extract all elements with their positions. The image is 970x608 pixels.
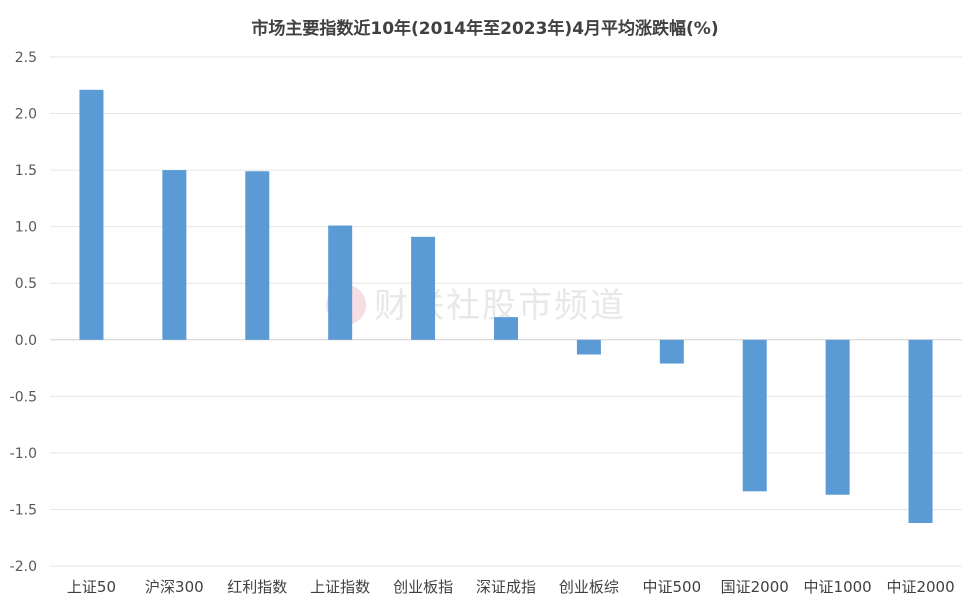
x-tick-label: 深证成指 (476, 578, 536, 596)
x-tick-label: 上证50 (67, 578, 116, 596)
bar (908, 339, 933, 524)
y-tick-label: -1.5 (10, 502, 37, 518)
y-tick-label: 1.0 (15, 220, 37, 236)
x-axis: 上证50 沪深300 红利指数 上证指数 创业板指 深证成指 创业板综 中证500 国证2000… (67, 578, 955, 596)
chart-title: 市场主要指数近10年(2014年至2023年)4月平均涨跌幅(%) (251, 19, 719, 39)
bar (494, 317, 518, 340)
x-tick-label: 上证指数 (310, 578, 370, 596)
bar (328, 225, 353, 340)
y-tick-label: 0.5 (15, 276, 37, 292)
bars (79, 89, 933, 524)
gridlines (50, 56, 962, 567)
bar (742, 339, 767, 492)
y-tick-label: 1.5 (15, 163, 37, 179)
x-tick-label: 中证500 (642, 578, 701, 596)
bar (659, 339, 684, 364)
y-axis: 2.5 2.0 1.5 1.0 0.5 0.0 -0.5 -1.0 -1.5 -2.0 (10, 50, 37, 575)
x-tick-label: 中证1000 (804, 578, 872, 596)
bar (411, 236, 436, 340)
y-tick-label: -0.5 (10, 389, 37, 405)
y-tick-label: -1.0 (10, 446, 37, 462)
x-tick-label: 红利指数 (227, 578, 287, 596)
x-tick-label: 创业板指 (393, 578, 453, 596)
bar (245, 171, 270, 340)
bar (825, 339, 850, 495)
y-tick-label: 2.5 (15, 50, 37, 66)
bar (79, 89, 104, 340)
x-tick-label: 沪深300 (145, 578, 204, 596)
watermark: e 财联社股市频道 (326, 285, 624, 326)
y-tick-label: 0.0 (15, 333, 37, 349)
y-tick-label: 2.0 (15, 107, 37, 123)
bar (162, 170, 187, 340)
x-tick-label: 创业板综 (559, 578, 619, 596)
bar (576, 339, 601, 355)
x-tick-label: 国证2000 (721, 578, 789, 596)
y-tick-label: -2.0 (10, 559, 37, 575)
x-tick-label: 中证2000 (886, 578, 954, 596)
